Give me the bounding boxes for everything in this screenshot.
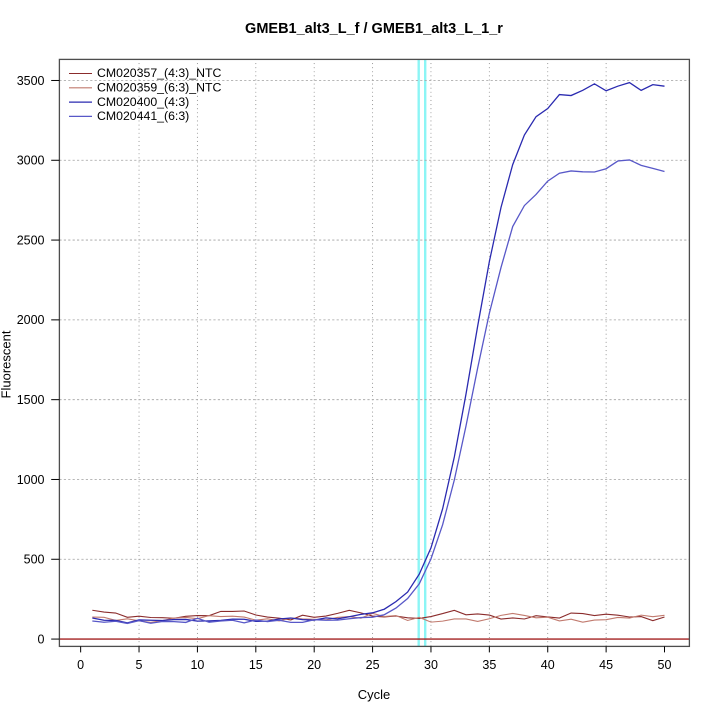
svg-text:35: 35 xyxy=(482,658,496,672)
svg-text:40: 40 xyxy=(541,658,555,672)
svg-text:0: 0 xyxy=(77,658,84,672)
svg-text:CM020357_(4:3)_NTC: CM020357_(4:3)_NTC xyxy=(97,66,222,80)
svg-text:0: 0 xyxy=(38,632,45,646)
svg-text:Fluorescent: Fluorescent xyxy=(0,330,14,398)
svg-text:15: 15 xyxy=(249,658,263,672)
svg-text:30: 30 xyxy=(424,658,438,672)
svg-text:CM020400_(4:3): CM020400_(4:3) xyxy=(97,95,189,109)
svg-text:Cycle: Cycle xyxy=(358,687,391,702)
svg-text:10: 10 xyxy=(190,658,204,672)
svg-text:20: 20 xyxy=(307,658,321,672)
svg-text:1000: 1000 xyxy=(17,473,45,487)
svg-text:3500: 3500 xyxy=(17,74,45,88)
svg-text:GMEB1_alt3_L_f / GMEB1_alt3_L_: GMEB1_alt3_L_f / GMEB1_alt3_L_1_r xyxy=(245,21,503,37)
svg-text:1500: 1500 xyxy=(17,393,45,407)
svg-text:3000: 3000 xyxy=(17,154,45,168)
svg-text:2000: 2000 xyxy=(17,313,45,327)
svg-text:500: 500 xyxy=(24,553,45,567)
svg-text:5: 5 xyxy=(136,658,143,672)
svg-text:2500: 2500 xyxy=(17,233,45,247)
svg-text:CM020359_(6:3)_NTC: CM020359_(6:3)_NTC xyxy=(97,81,222,95)
svg-text:CM020441_(6:3): CM020441_(6:3) xyxy=(97,109,189,123)
svg-text:50: 50 xyxy=(658,658,672,672)
svg-text:25: 25 xyxy=(366,658,380,672)
svg-text:45: 45 xyxy=(599,658,613,672)
